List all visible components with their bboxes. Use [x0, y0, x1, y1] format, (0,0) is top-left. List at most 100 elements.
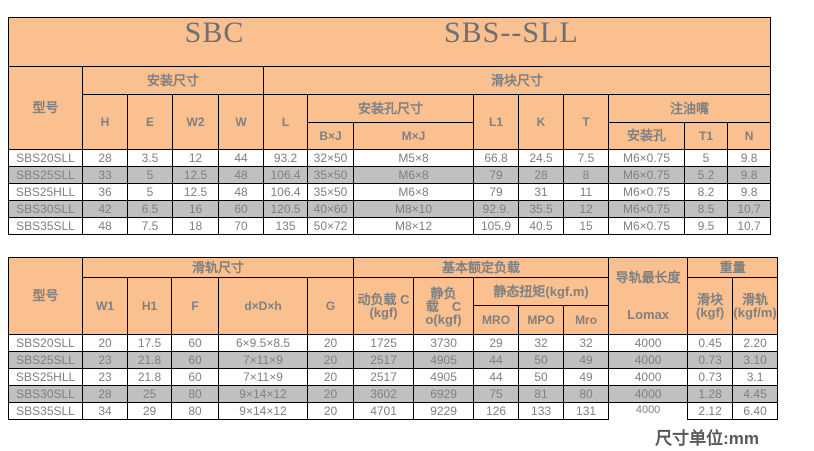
cell: 44: [218, 149, 264, 167]
cell-model: SBS35SLL: [8, 217, 83, 235]
cell: 4000: [608, 334, 689, 352]
cell: 75: [473, 385, 520, 403]
table-row: SBS30SLL 42 6.5 16 60 120.5 40×60 M8×10 …: [8, 200, 772, 218]
cell: 40.5: [518, 217, 564, 235]
header-l: L: [263, 94, 308, 150]
cell-model: SBS25SLL: [8, 166, 83, 184]
cell: 7.5: [563, 149, 609, 167]
table-row: SBS25SLL 33 5 12.5 48 106.4 35×50 M6×8 7…: [8, 166, 772, 184]
cell: 4701: [353, 402, 415, 420]
cell: 106.4: [263, 183, 308, 201]
cell: 2.12: [687, 402, 734, 420]
cell: 6929: [413, 385, 475, 403]
cell: M8×12: [353, 217, 474, 235]
cell: 2.20: [732, 334, 779, 352]
cell: M6×8: [353, 166, 474, 184]
cell-model: SBS20SLL: [8, 334, 83, 352]
header-t1: T1: [684, 122, 728, 150]
cell: 4000: [608, 351, 689, 369]
cell: 23: [82, 351, 128, 369]
cell: 6.40: [732, 402, 779, 420]
header-f: F: [171, 277, 219, 335]
table-row: MRO MPO Mro: [9, 305, 778, 335]
cell: M6×0.75: [608, 200, 685, 218]
cell: M6×0.75: [608, 217, 685, 235]
cell: 9×14×12: [218, 402, 308, 420]
cell: 32: [518, 334, 565, 352]
header-mro: MRO: [473, 305, 520, 335]
table-row: SBS35SLL 48 7.5 18 70 135 50×72 M8×12 10…: [8, 217, 772, 235]
header-w: W: [218, 94, 264, 150]
cell: 4000: [608, 402, 689, 420]
header-l1: L1: [473, 94, 519, 150]
cell: 9229: [413, 402, 475, 420]
header-h1: H1: [127, 277, 172, 335]
table-rail-load-weight: 型号 滑轨尺寸 基本额定负载 导轨最长度 Lomax 重量 W1 H1 F d×…: [8, 257, 779, 420]
cell: 135: [263, 217, 308, 235]
cell: 106.4: [263, 166, 308, 184]
unit-note: 尺寸单位:mm: [655, 429, 759, 448]
cell: 4000: [608, 368, 689, 386]
cell: 11: [563, 183, 609, 201]
cell: 12.5: [172, 166, 219, 184]
cell: 48: [218, 183, 264, 201]
cell: 80: [171, 402, 219, 420]
cell: 3.1: [732, 368, 779, 386]
cell: 20: [306, 385, 355, 403]
cell: 18: [172, 217, 219, 235]
header-block-weight: 滑块 (kgf): [687, 277, 734, 335]
cell: 44: [473, 351, 520, 369]
table-row: SBS20SLL 28 3.5 12 44 93.2 32×50 M5×8 66…: [8, 149, 772, 167]
cell: 29: [127, 402, 172, 420]
header-bxj: B×J: [307, 122, 354, 150]
cell: 5.2: [684, 166, 728, 184]
cell: 9.8: [726, 166, 772, 184]
cell: 7×11×9: [218, 351, 308, 369]
cell: 0.73: [687, 368, 734, 386]
table-row: 型号 滑轨尺寸 基本额定负载 导轨最长度 Lomax 重量: [8, 257, 779, 335]
header-e: E: [127, 94, 173, 150]
cell: 81: [518, 385, 565, 403]
cell: 23: [82, 368, 128, 386]
cell: 7.5: [127, 217, 173, 235]
header-t: T: [563, 94, 609, 150]
header-mount-dims: 安装尺寸: [82, 66, 264, 95]
table-row: SBC SBS--SLL: [7, 17, 772, 67]
header-rail-dims: 滑轨尺寸: [81, 257, 355, 278]
cell: 29: [473, 334, 520, 352]
cell: 8: [563, 166, 609, 184]
cell: 60: [171, 351, 219, 369]
header-mpo: MPO: [518, 305, 565, 335]
cell: 66.8: [473, 149, 519, 167]
cell: 12: [563, 200, 609, 218]
cell: 6×9.5×8.5: [218, 334, 308, 352]
cell: 35×50: [307, 166, 354, 184]
cell: 33: [82, 166, 128, 184]
cell: 20: [306, 368, 355, 386]
cell: 48: [218, 166, 264, 184]
cell: 79: [473, 166, 519, 184]
cell-model: SBS25SLL: [8, 351, 83, 369]
header-h: H: [82, 94, 128, 150]
cell: 9.5: [684, 217, 728, 235]
cell: 1.28: [687, 385, 734, 403]
cell: 80: [171, 385, 219, 403]
cell: 93.2: [263, 149, 308, 167]
cell: M6×0.75: [608, 166, 685, 184]
header-mount-hole: 安装孔: [608, 122, 685, 150]
cell: 9.8: [726, 183, 772, 201]
cell: 40×60: [307, 200, 354, 218]
cell: 3.5: [127, 149, 173, 167]
header-static-load: 静负 载 C o(kgf): [413, 277, 475, 335]
cell: 120.5: [263, 200, 308, 218]
cell: 44: [473, 368, 520, 386]
cell: 126: [473, 402, 520, 420]
cell: 12: [172, 149, 219, 167]
cell-model: SBS35SLL: [8, 402, 83, 420]
table-row: W1 H1 F d×D×h G 动负载 C (kgf) 静负 载 C o(kgf…: [9, 277, 779, 335]
cell: 12.5: [172, 183, 219, 201]
header-grease-nipple: 注油嘴: [607, 94, 772, 123]
cell: 20: [306, 351, 355, 369]
table-title-bar: SBC SBS--SLL: [7, 17, 772, 67]
cell: 8.2: [684, 183, 728, 201]
